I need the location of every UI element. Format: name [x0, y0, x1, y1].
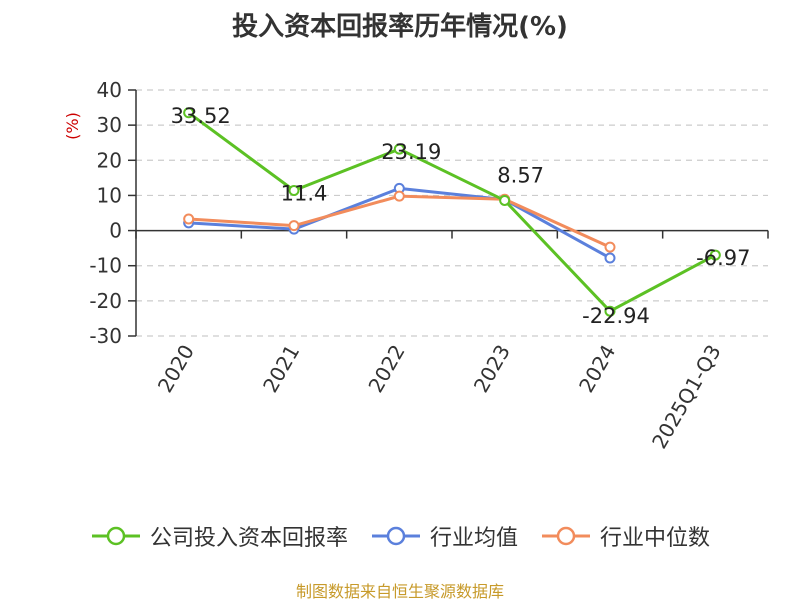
x-tick-label: 2025Q1-Q3 [647, 341, 726, 453]
legend-item[interactable]: 行业均值 [370, 520, 518, 552]
legend-swatch-icon [91, 526, 140, 546]
legend-swatch-icon [371, 526, 420, 546]
y-tick-label: 30 [97, 113, 122, 137]
chart-title: 投入资本回报率历年情况(%) [232, 12, 568, 42]
legend-swatch-marker [556, 526, 576, 546]
legend-label: 行业均值 [429, 526, 518, 551]
data-label: 33.52 [171, 104, 231, 128]
series-point-2 [288, 220, 300, 232]
data-label: 11.4 [281, 182, 328, 206]
series-point-2 [183, 213, 195, 225]
data-label: 23.19 [381, 140, 441, 164]
x-tick-label: 2021 [258, 341, 304, 397]
series-point-2 [393, 190, 405, 202]
legend-label: 公司投入资本回报率 [149, 526, 348, 551]
x-tick-label: 2022 [363, 341, 409, 397]
series-point-0 [393, 143, 405, 155]
y-tick-label: 0 [109, 219, 122, 243]
series-point-0 [288, 185, 300, 197]
series-point-0 [499, 194, 511, 206]
x-tick-label: 2024 [574, 341, 620, 397]
data-label: -22.94 [582, 304, 650, 328]
y-tick-label: 20 [97, 148, 122, 172]
series-point-0 [183, 107, 195, 119]
y-tick-label: -10 [89, 254, 122, 278]
x-tick-label: 2023 [469, 340, 515, 396]
series-point-0 [709, 249, 721, 261]
source-note: 制图数据来自恒生聚源数据库 [295, 582, 504, 601]
legend-swatch-marker [106, 526, 126, 546]
legend-swatch-marker [386, 526, 406, 546]
data-label: 8.57 [497, 163, 544, 187]
series-line-0 [187, 111, 717, 313]
x-tick-label: 2020 [153, 341, 199, 397]
y-tick-label: 40 [97, 78, 122, 102]
legend-label: 行业中位数 [600, 526, 711, 551]
legend: 公司投入资本回报率 行业均值 行业中位数 [0, 520, 800, 552]
legend-item[interactable]: 行业中位数 [540, 520, 710, 552]
legend-swatch-icon [542, 526, 590, 546]
y-tick-label: -20 [89, 289, 122, 313]
y-tick-label: -30 [89, 324, 122, 348]
y-tick-label: 10 [97, 183, 122, 207]
series-point-0 [604, 305, 616, 317]
legend-item[interactable]: 公司投入资本回报率 [90, 520, 348, 552]
y-axis-label: (%) [63, 112, 82, 140]
series-point-1 [604, 252, 616, 264]
series-point-2 [604, 241, 616, 253]
data-label: -6.97 [696, 246, 750, 270]
